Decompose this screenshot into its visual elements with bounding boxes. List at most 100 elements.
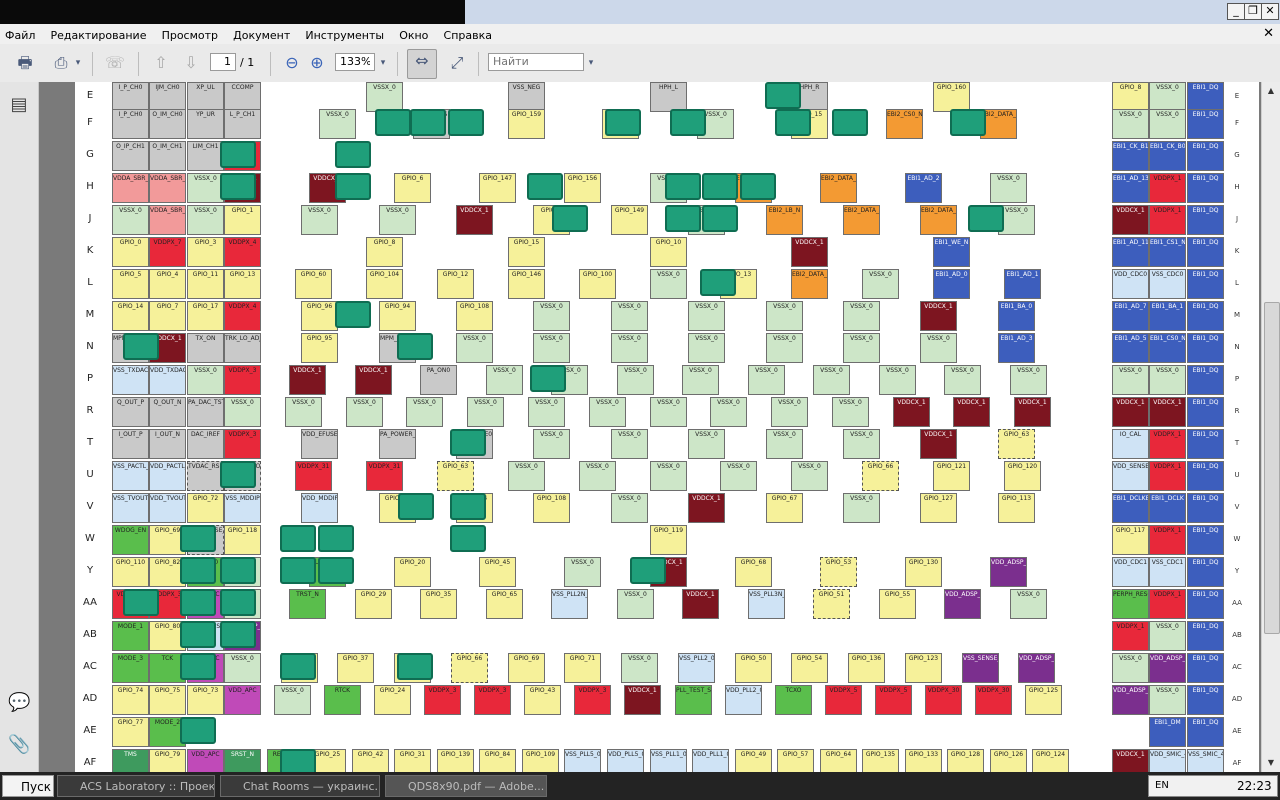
menu-tools[interactable]: Инструменты: [305, 29, 385, 42]
page-up-icon[interactable]: ⇧: [154, 53, 168, 72]
highlight-pad: [180, 653, 216, 680]
language-indicator[interactable]: EN: [1155, 780, 1169, 791]
comments-icon[interactable]: 💬: [8, 692, 31, 713]
pin-cell: GPIO_37: [337, 653, 374, 683]
row-label-right-f: F: [1234, 119, 1240, 127]
pin-cell: VSSX_0: [224, 653, 261, 683]
pin-cell: VSSX_0: [688, 333, 725, 363]
fit-width-icon[interactable]: ⇔: [407, 49, 437, 79]
pin-cell: GPIO_73: [187, 685, 224, 715]
pin-cell: EBI1_DQ: [1187, 82, 1224, 112]
row-label-right-y: Y: [1234, 567, 1240, 575]
zoom-dropdown-icon[interactable]: ▾: [380, 58, 386, 68]
page-number-input[interactable]: [210, 53, 236, 71]
pin-cell: EBI1_DQ: [1187, 301, 1224, 331]
highlight-pad: [450, 429, 486, 456]
highlight-pad: [280, 749, 316, 772]
pin-cell: VSSX_0: [791, 461, 828, 491]
pin-cell: GPIO_63: [998, 429, 1035, 459]
row-label-f: F: [87, 117, 93, 128]
pin-cell: I_P_CH0: [112, 82, 149, 112]
pin-cell: EBI1_DQ: [1187, 333, 1224, 363]
pin-cell: I_OUT_P: [112, 429, 149, 459]
document-viewer[interactable]: E E I_P_CH0 IJM_CH0 XP_UL CCOMP VSSX_0 VSS_NEG H…: [39, 82, 1261, 772]
highlight-pad: [220, 589, 256, 616]
scroll-down-icon[interactable]: ▼: [1267, 758, 1275, 767]
attachments-icon[interactable]: 📎: [8, 734, 31, 755]
pin-cell: GPIO_160: [933, 82, 970, 112]
minimize-button[interactable]: _: [1227, 3, 1245, 20]
share-dropdown-icon[interactable]: ▾: [75, 58, 81, 68]
pin-cell: GPIO_6: [394, 173, 431, 203]
zoom-in-icon[interactable]: ⊕: [310, 53, 324, 72]
pin-cell: GPIO_53: [820, 557, 857, 587]
pin-cell: GPIO_108: [456, 301, 493, 331]
pin-cell: VSSX_0: [1149, 365, 1186, 395]
pin-cell: MODE_2: [149, 717, 186, 747]
taskbar-chrome[interactable]: Chat Rooms — укрaинс...: [220, 775, 380, 797]
pin-cell: GPIO_130: [905, 557, 942, 587]
close-document-icon[interactable]: ✕: [1263, 26, 1274, 41]
page-down-icon[interactable]: ⇩: [184, 53, 198, 72]
fit-page-icon[interactable]: ⤢: [450, 53, 464, 72]
restore-button[interactable]: ❐: [1244, 3, 1262, 20]
menu-help[interactable]: Справка: [443, 29, 492, 42]
pin-cell: VSSX_0: [720, 461, 757, 491]
highlight-pad: [318, 557, 354, 584]
taskbar-firefox[interactable]: ACS Laboratory :: Проект...: [57, 775, 215, 797]
pin-cell: VSSX_0: [1112, 365, 1149, 395]
pin-cell: GPIO_84: [479, 749, 516, 772]
vertical-scrollbar[interactable]: ▲ ▼: [1261, 82, 1280, 772]
print-icon[interactable]: 🖶: [17, 53, 33, 72]
share-icon[interactable]: ⎙: [54, 53, 68, 72]
pin-cell: GPIO_42: [352, 749, 389, 772]
pin-cell: VSSX_0: [766, 429, 803, 459]
pin-cell: VDDPX_4: [224, 237, 261, 267]
menu-document[interactable]: Документ: [233, 29, 291, 42]
pin-cell: O_IM_CH1: [149, 141, 186, 171]
menu-edit[interactable]: Редактирование: [50, 29, 147, 42]
close-button[interactable]: ✕: [1261, 3, 1279, 20]
pin-cell: VDD_MDDIP: [301, 493, 338, 523]
pin-cell: GPIO_72: [187, 493, 224, 523]
scrollbar-thumb[interactable]: [1264, 302, 1280, 634]
menu-view[interactable]: Просмотр: [161, 29, 219, 42]
pin-cell: MODE_1: [112, 621, 149, 651]
pin-cell: GPIO_133: [905, 749, 942, 772]
pin-cell: VSSX_0: [274, 685, 311, 715]
pin-cell: EBI2_DATA_3: [920, 205, 957, 235]
pin-cell: VSS_TVOUT_DAC: [112, 493, 149, 523]
scroll-up-icon[interactable]: ▲: [1267, 86, 1275, 95]
pin-cell: PA_DAC_TST: [187, 397, 224, 427]
pdf-page: E E I_P_CH0 IJM_CH0 XP_UL CCOMP VSSX_0 VSS_NEG H…: [75, 82, 1259, 772]
pin-cell: GPIO_146: [508, 269, 545, 299]
pin-cell: EBI1_AD_0: [933, 269, 970, 299]
row-label-right-j: J: [1235, 215, 1239, 223]
menu-file[interactable]: Файл: [5, 29, 36, 42]
row-label-v: V: [86, 501, 94, 512]
pin-cell: VSSX_0: [682, 365, 719, 395]
pin-cell: VSSX_0: [611, 493, 648, 523]
pin-cell: WDOG_EN: [112, 525, 149, 555]
pin-cell: VSSX_0: [285, 397, 322, 427]
pin-cell: VDDA_SBR_CH1: [149, 205, 186, 235]
taskbar-adobe[interactable]: QDS8x90.pdf — Adobe...: [385, 775, 547, 797]
pin-cell: VSSX_0: [611, 429, 648, 459]
row-label-right-ae: AE: [1232, 727, 1242, 735]
pin-cell: GPIO_119: [650, 525, 687, 555]
menu-window[interactable]: Окно: [399, 29, 429, 42]
fax-icon[interactable]: ☏: [104, 53, 125, 72]
pages-icon[interactable]: ▤: [10, 94, 28, 115]
pin-cell: GPIO_49: [735, 749, 772, 772]
row-label-right-ad: AD: [1231, 695, 1243, 703]
pin-cell: VDD_ADSP_VDDA: [990, 557, 1027, 587]
pin-cell: VSSX_0: [564, 557, 601, 587]
search-dropdown-icon[interactable]: ▾: [588, 58, 594, 68]
zoom-input[interactable]: [335, 53, 375, 71]
pin-cell: VDDCX_1: [289, 365, 326, 395]
zoom-out-icon[interactable]: ⊖: [285, 53, 299, 72]
search-input[interactable]: [488, 53, 584, 71]
start-button[interactable]: Пуск: [2, 775, 54, 797]
pin-cell: VSS_PLL2N_Q: [551, 589, 588, 619]
row-label-k: K: [86, 245, 94, 256]
